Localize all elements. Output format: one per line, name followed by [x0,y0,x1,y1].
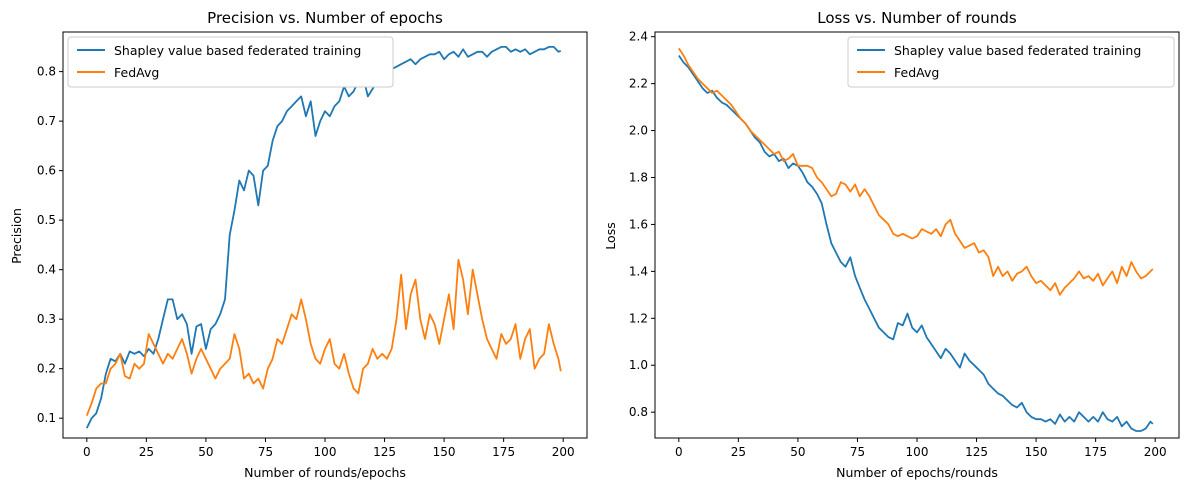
loss-ytick-label: 1.0 [629,358,648,372]
precision-chart-ticks: 0 25 50 75 100 125 150 175 200 0.1 0.2 0.3 0.4 0.5 0.6… [37,65,575,459]
loss-xtick-label: 25 [731,445,746,459]
legend-label-shapley: Shapley value based federated training [894,43,1141,58]
precision-ytick-label: 0.7 [37,114,56,128]
precision-ytick-label: 0.2 [37,362,56,376]
precision-xtick-label: 175 [492,445,515,459]
precision-xtick-label: 125 [373,445,396,459]
precision-series-line-shapley [85,46,562,429]
loss-ytick-label: 1.8 [629,171,648,185]
precision-ytick-label: 0.4 [37,263,56,277]
loss-xtick-label: 175 [1084,445,1107,459]
loss-chart: Loss vs. Number of rounds Number of epoc… [603,9,1180,480]
precision-ytick-label: 0.6 [37,164,56,178]
precision-chart-legend: Shapley value based federated training F… [67,36,394,88]
loss-ytick-label: 0.8 [629,405,648,419]
loss-ytick-label: 1.2 [629,311,648,325]
loss-series-line-fedavg [678,47,1154,296]
legend-label-shapley: Shapley value based federated training [114,43,361,58]
loss-ytick-label: 1.6 [629,217,648,231]
loss-xtick-label: 150 [1025,445,1048,459]
precision-ytick-label: 0.3 [37,312,56,326]
loss-series-line-shapley [678,54,1154,432]
precision-xtick-label: 0 [83,445,91,459]
precision-xtick-label: 200 [552,445,575,459]
precision-chart: Precision vs. Number of epochs Number of… [9,9,588,480]
precision-chart-frame [62,31,588,439]
loss-chart-legend: Shapley value based federated training F… [847,36,1175,88]
loss-chart-ticks: 0 25 50 75 100 125 150 175 200 0.8 1.0 1.2 1.4 1.6 1.8… [629,30,1167,459]
precision-ytick-label: 0.5 [37,213,56,227]
loss-ytick-label: 2.2 [629,77,648,91]
legend-label-fedavg: FedAvg [894,65,939,80]
loss-ytick-label: 2.0 [629,124,648,138]
precision-ytick-label: 0.8 [37,65,56,79]
precision-chart-xlabel: Number of rounds/epochs [244,465,406,480]
loss-xtick-label: 0 [675,445,683,459]
loss-ytick-label: 2.4 [629,30,648,44]
loss-xtick-label: 50 [790,445,805,459]
precision-xtick-label: 150 [433,445,456,459]
loss-xtick-label: 75 [850,445,865,459]
loss-xtick-label: 200 [1144,445,1167,459]
loss-xtick-label: 100 [906,445,929,459]
precision-ytick-label: 0.1 [37,411,56,425]
loss-chart-ylabel: Loss [603,222,618,249]
loss-ytick-label: 1.4 [629,264,648,278]
precision-chart-title: Precision vs. Number of epochs [207,9,443,27]
precision-chart-lines [85,46,562,429]
loss-chart-frame [654,31,1180,439]
precision-xtick-label: 100 [314,445,337,459]
loss-chart-lines [678,47,1154,432]
loss-chart-title: Loss vs. Number of rounds [817,9,1017,27]
loss-chart-legend-box [847,36,1175,88]
precision-xtick-label: 50 [198,445,213,459]
precision-series-line-fedavg [85,258,562,417]
loss-chart-xlabel: Number of epochs/rounds [836,465,998,480]
precision-xtick-label: 25 [139,445,154,459]
loss-xtick-label: 125 [965,445,988,459]
precision-chart-legend-box [67,36,394,88]
legend-label-fedavg: FedAvg [114,65,159,80]
precision-xtick-label: 75 [258,445,273,459]
precision-chart-ylabel: Precision [9,208,24,264]
